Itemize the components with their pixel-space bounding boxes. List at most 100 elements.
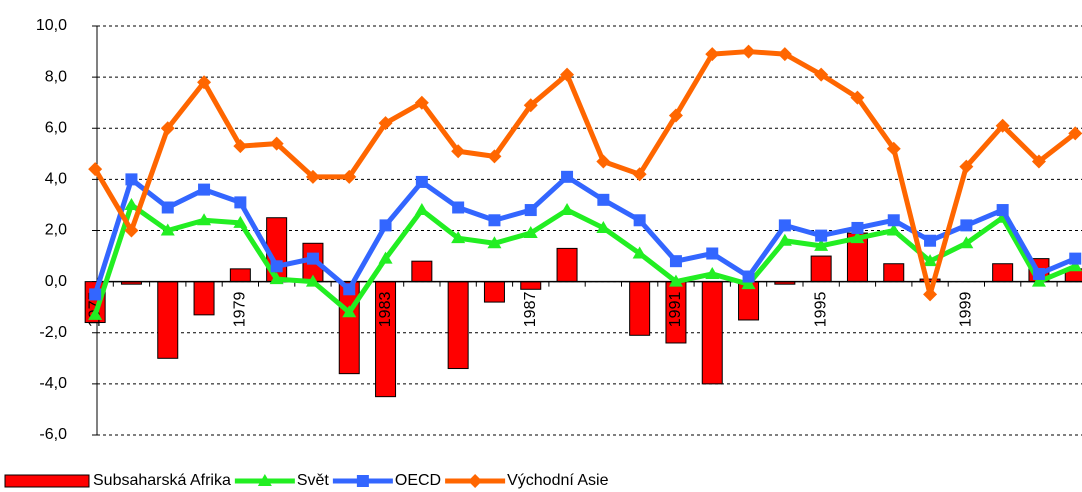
marker [561,170,574,183]
marker [306,252,319,265]
bar [556,247,578,283]
marker [160,223,175,236]
y-tick-label: 4,0 [45,171,67,188]
marker [197,213,212,226]
marker [379,219,392,232]
marker [924,234,937,247]
marker [632,246,647,259]
marker [269,136,284,151]
marker [378,251,393,264]
marker [523,98,538,113]
marker [923,287,938,302]
bar [483,281,505,303]
marker [814,67,829,82]
marker [1031,274,1046,287]
marker [668,274,683,287]
marker [1068,259,1082,272]
marker [850,231,865,244]
marker [270,260,283,273]
marker [124,197,139,210]
marker [342,169,357,184]
marker [487,236,502,249]
y-tick-label: 8,0 [45,68,67,85]
marker [124,223,139,238]
line [92,202,1077,316]
y-tick-label: 6,0 [45,119,67,136]
bar [411,260,433,283]
marker [415,175,428,188]
bar [229,268,251,283]
marker [233,215,248,228]
marker [257,474,272,486]
marker [741,277,756,290]
marker [88,307,103,320]
marker [524,204,537,217]
marker [488,214,501,227]
marker [632,167,647,182]
marker [451,231,466,244]
marker [125,173,138,186]
legend-label: OECD [395,472,441,489]
bar [520,281,542,290]
marker [1031,154,1046,169]
marker [1068,126,1082,141]
marker [414,203,429,216]
marker [959,236,974,249]
marker [234,196,247,209]
marker [356,475,369,487]
marker [850,90,865,105]
marker [705,266,720,279]
bar [157,281,179,359]
marker [451,144,466,159]
legend-label: Svět [297,472,330,489]
marker [633,214,646,227]
marker [233,139,248,154]
x-tick-label: 1995 [812,292,829,328]
marker [923,254,938,267]
y-tick-label: -4,0 [39,375,67,392]
marker [197,75,212,90]
bar [447,281,469,370]
marker [560,203,575,216]
marker [487,149,502,164]
bar [629,281,651,336]
marker [89,288,102,301]
marker [778,219,791,232]
marker [198,183,211,196]
marker [596,220,611,233]
marker [560,67,575,82]
bar [883,263,905,283]
marker [342,305,357,318]
marker [523,226,538,239]
bar [338,281,360,375]
marker [886,141,901,156]
marker [343,283,356,296]
bar [810,255,832,283]
y-tick-label: 0,0 [45,273,67,290]
marker [452,201,465,214]
bar [992,263,1014,283]
line [92,49,1077,297]
marker [959,159,974,174]
marker [777,47,792,62]
marker [160,121,175,136]
series-line [88,44,1082,302]
marker [706,247,719,260]
marker [305,169,320,184]
marker [88,162,103,177]
x-tick-label: 1983 [377,292,394,328]
marker [597,193,610,206]
legend-label: Subsaharská Afrika [93,472,231,489]
marker [851,221,864,234]
x-tick-label: 1991 [667,292,684,328]
marker [1032,267,1045,280]
marker [269,272,284,285]
marker [777,233,792,246]
legend-label: Východní Asie [507,472,609,489]
marker [886,223,901,236]
x-tick-label: 1987 [522,292,539,328]
marker [960,219,973,232]
marker [668,108,683,123]
y-tick-label: 2,0 [45,222,67,239]
